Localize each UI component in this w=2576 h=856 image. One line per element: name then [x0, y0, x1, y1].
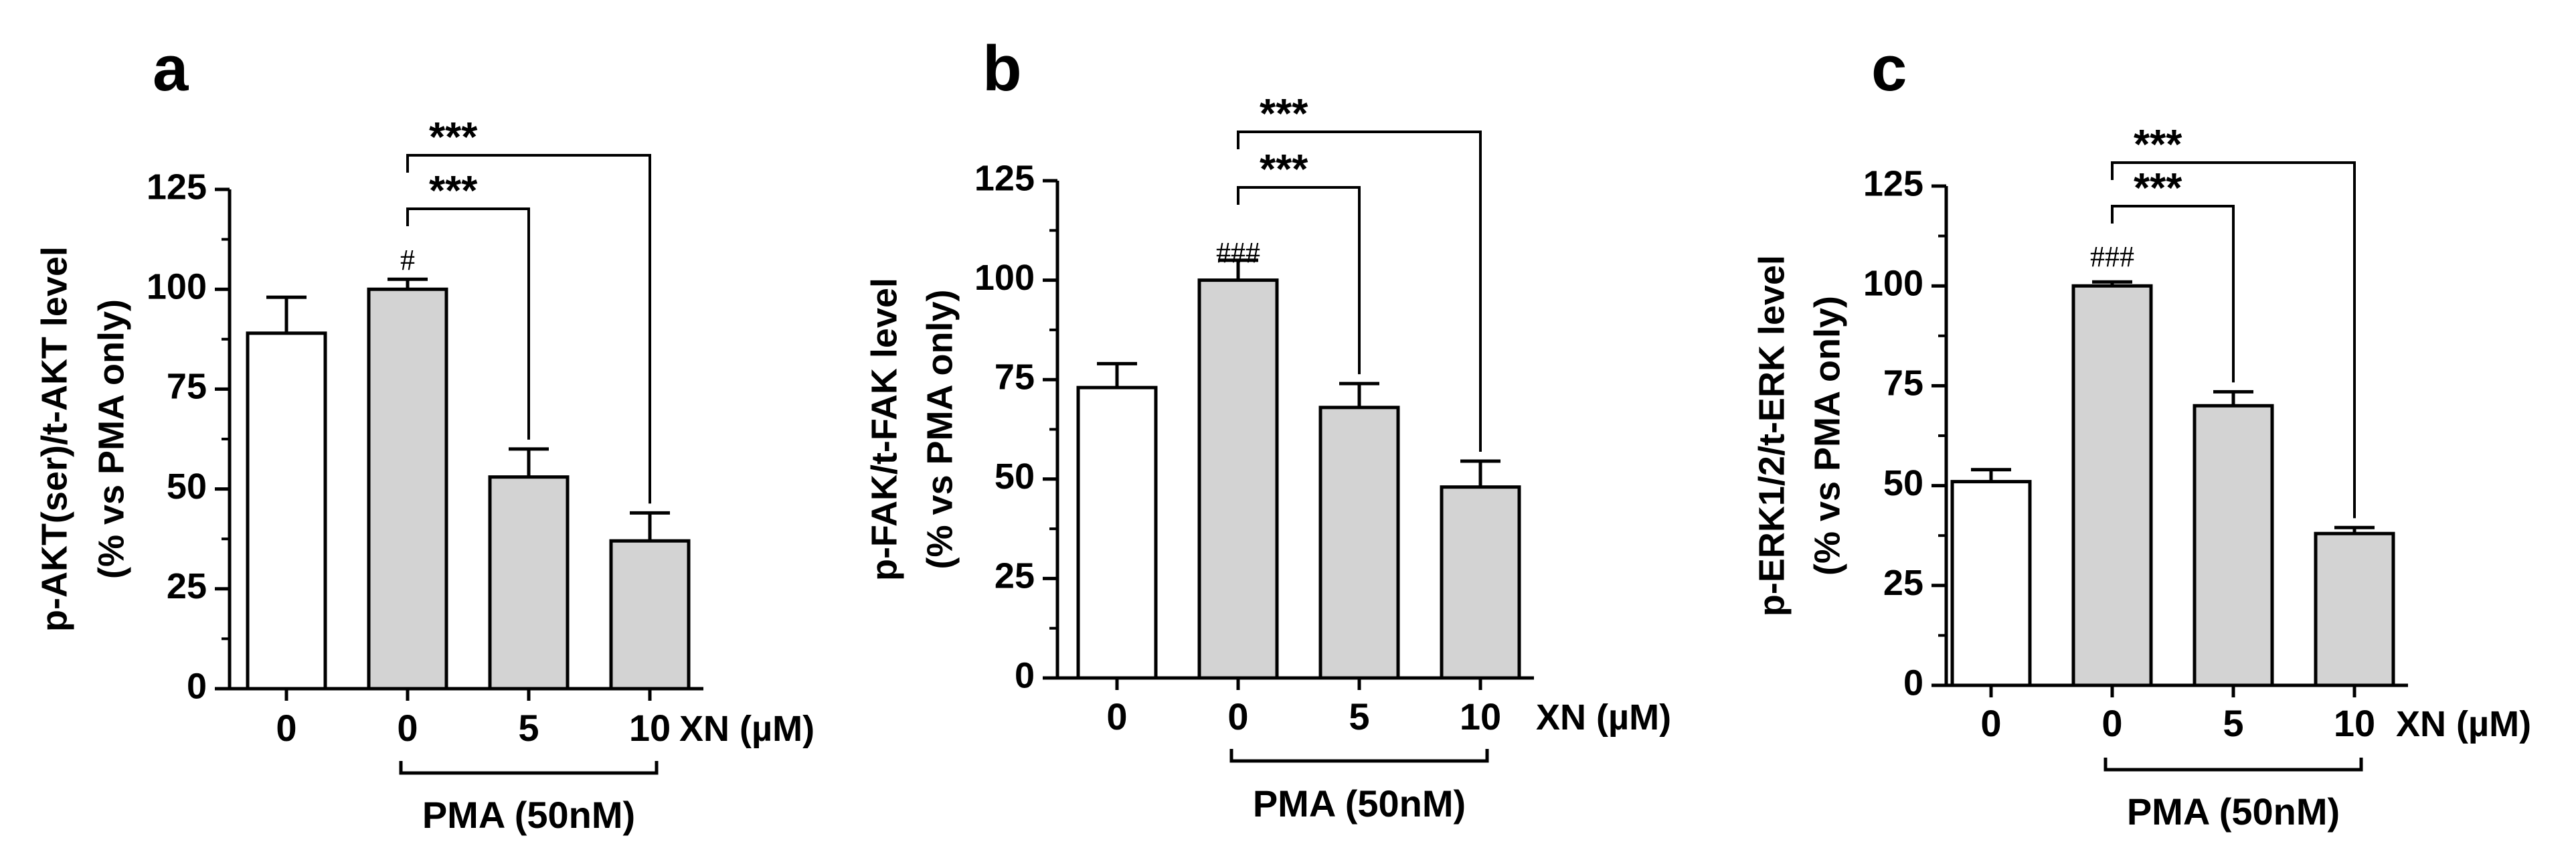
comparison-bracket — [406, 154, 651, 504]
y-axis-label-line2: (% vs PMA only) — [920, 289, 960, 569]
y-axis-label-line2: (% vs PMA only) — [1807, 296, 1847, 576]
significance-stars: *** — [429, 114, 478, 161]
y-tick-label: 50 — [1883, 463, 1923, 503]
panel-letter-a: a — [153, 33, 189, 104]
y-axis-label-line1: p-AKT(ser)/t-AKT level — [34, 246, 74, 632]
significance-stars: *** — [1260, 91, 1308, 137]
panel-letter-b: b — [982, 33, 1022, 104]
y-tick-label: 25 — [167, 566, 207, 606]
bar — [1950, 480, 2032, 687]
y-tick-label: 100 — [1863, 263, 1923, 303]
group-label: PMA (50nM) — [422, 794, 635, 836]
significance-hash: ### — [1216, 236, 1260, 269]
x-category-label: 0 — [1227, 695, 1248, 738]
y-tick-label: 0 — [187, 666, 207, 706]
comparison-bracket — [2111, 161, 2356, 519]
y-tick-label: 50 — [167, 466, 207, 507]
panel-letter-c: c — [1871, 33, 1907, 104]
bar — [2071, 284, 2153, 687]
x-category-label: 10 — [1460, 695, 1501, 738]
panel-a: a p-AKT(ser)/t-AKT level (% vs PMA only) 0 2… — [34, 33, 814, 836]
x-category-label: 10 — [629, 707, 671, 749]
significance-hash: ### — [2090, 240, 2134, 273]
bar — [488, 475, 570, 691]
bar — [1440, 485, 1521, 680]
y-tick-label: 125 — [1863, 163, 1923, 203]
y-tick-label: 75 — [167, 367, 207, 407]
x-category-label: 0 — [1106, 695, 1127, 738]
y-tick-label: 0 — [1903, 663, 1923, 703]
x-unit-label: XN (µM) — [2396, 704, 2531, 744]
significance-stars: *** — [429, 168, 478, 214]
x-category-label: 0 — [397, 707, 418, 749]
group-label: PMA (50nM) — [2127, 790, 2340, 833]
x-category-label: 5 — [1349, 695, 1369, 738]
significance-stars: *** — [1260, 147, 1308, 193]
group-bracket — [399, 761, 659, 775]
y-tick-label: 125 — [974, 158, 1035, 198]
bar — [2314, 531, 2395, 687]
group-bracket — [2103, 758, 2363, 772]
bar — [1197, 278, 1279, 680]
significance-stars: *** — [2134, 165, 2182, 211]
y-tick-label: 50 — [995, 456, 1035, 497]
x-category-label: 0 — [2101, 702, 2122, 744]
y-tick-label: 25 — [1883, 563, 1923, 603]
group-bracket — [1229, 749, 1489, 763]
bar — [367, 287, 448, 691]
x-unit-label: XN (µM) — [1536, 697, 1671, 738]
y-tick-label: 75 — [995, 357, 1035, 397]
bar — [246, 331, 327, 691]
y-tick-label: 100 — [147, 266, 207, 307]
x-category-label: 10 — [2334, 702, 2375, 744]
bar — [1076, 386, 1158, 680]
x-category-label: 5 — [518, 707, 539, 749]
x-category-label: 0 — [1980, 702, 2001, 744]
comparison-bracket — [1237, 131, 1482, 452]
comparison-bracket — [1237, 186, 1361, 375]
bar — [2193, 404, 2274, 687]
x-unit-label: XN (µM) — [679, 709, 814, 749]
panel-b: bp-FAK/t-FAK level (% vs PMA only)0255075… — [864, 33, 1671, 825]
y-tick-label: 25 — [995, 556, 1035, 596]
y-tick-label: 0 — [1015, 655, 1035, 695]
y-axis-label-line1: p-FAK/t-FAK level — [864, 278, 904, 581]
y-axis-label-line1: p-ERK1/2/t-ERK level — [1751, 255, 1792, 616]
comparison-bracket — [406, 207, 530, 440]
x-category-label: 0 — [276, 707, 296, 749]
y-tick-label: 100 — [974, 258, 1035, 298]
bar — [1318, 406, 1400, 680]
bar — [609, 539, 691, 691]
significance-hash: # — [400, 244, 415, 276]
y-axis-label-line2: (% vs PMA only) — [91, 299, 131, 579]
x-category-label: 5 — [2223, 702, 2243, 744]
significance-stars: *** — [2134, 122, 2182, 168]
y-tick-label: 75 — [1883, 363, 1923, 404]
panel-c: c p-ERK1/2/t-ERK level (% vs PMA only) 0 25 5… — [1751, 33, 2531, 833]
y-tick-label: 125 — [147, 167, 207, 207]
comparison-bracket — [2111, 205, 2235, 383]
group-label: PMA (50nM) — [1253, 782, 1466, 825]
